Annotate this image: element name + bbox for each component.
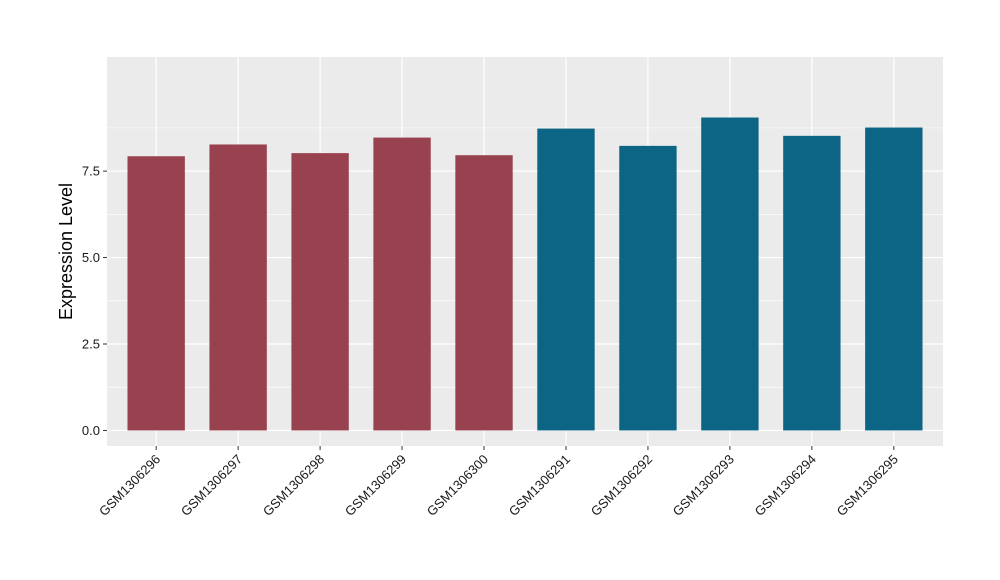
bar-GSM1306295 [865,127,923,431]
x-tick-label: GSM1306298 [260,452,327,519]
y-axis-title: Expression Level [56,183,76,320]
bar-GSM1306299 [373,137,431,431]
bar-GSM1306300 [455,155,513,431]
bar-GSM1306296 [127,156,185,431]
bar-GSM1306291 [537,128,595,431]
x-tick-label: GSM1306296 [96,452,163,519]
y-tick-label: 5.0 [82,250,100,265]
y-tick-label: 7.5 [82,164,100,179]
x-axis: GSM1306296 GSM1306297 GSM1306298 GSM1306299… [96,446,901,519]
bar-GSM1306297 [209,144,267,431]
x-tick-label: GSM1306297 [178,452,245,519]
x-tick-label: GSM1306295 [834,452,901,519]
y-axis: 0.0 2.5 5.0 7.5 [82,164,107,438]
y-tick-label: 2.5 [82,336,100,351]
bar-GSM1306293 [701,117,759,431]
x-tick-label: GSM1306291 [506,452,573,519]
bar-GSM1306294 [783,135,841,431]
x-tick-label: GSM1306292 [588,452,655,519]
y-tick-label: 0.0 [82,423,100,438]
bars [127,117,923,431]
x-tick-label: GSM1306294 [752,452,819,519]
x-tick-label: GSM1306293 [670,452,737,519]
bar-GSM1306298 [291,153,349,431]
x-tick-label: GSM1306299 [342,452,409,519]
bar-GSM1306292 [619,145,677,431]
x-tick-label: GSM1306300 [424,452,491,519]
